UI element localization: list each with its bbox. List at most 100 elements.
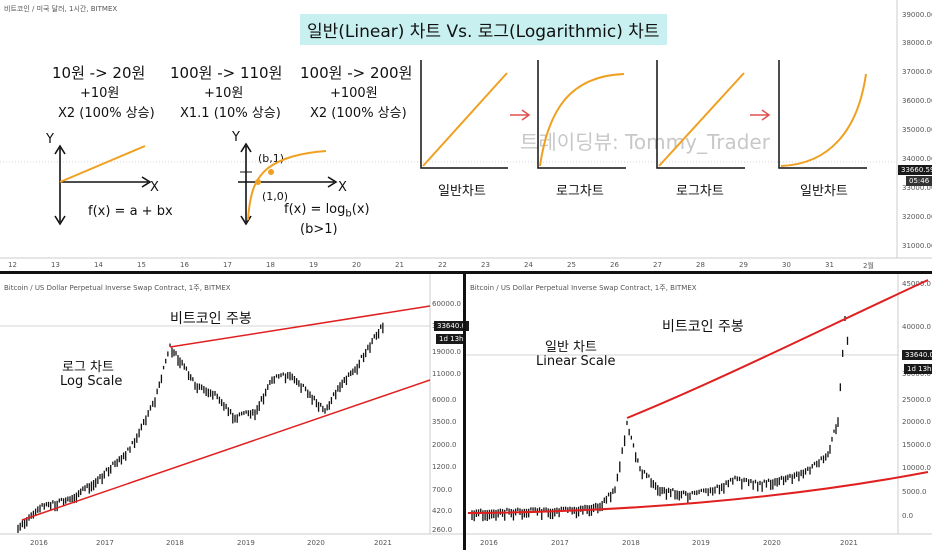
right-axis-tick-3: 30000.0 — [902, 370, 931, 378]
left-x-tick-1: 2017 — [96, 539, 114, 547]
top-x-tick-19: 31 — [825, 261, 834, 269]
left-price-tag: 33640.0 — [434, 321, 469, 331]
top-time-tag: 05:46 — [906, 176, 932, 186]
top-x-tick-7: 19 — [309, 261, 318, 269]
graph2 — [238, 142, 338, 226]
right-axis-tick-7: 10000.0 — [902, 464, 931, 472]
graph2-condition: (b>1) — [300, 222, 338, 237]
top-x-tick-3: 15 — [137, 261, 146, 269]
left-x-tick-5: 2021 — [374, 539, 392, 547]
top-x-tick-0: 12 — [8, 261, 17, 269]
left-axis-tick-5: 3500.0 — [432, 418, 457, 426]
example-1-line1: 10원 -> 20원 — [52, 64, 146, 82]
left-chart-title: 비트코인 주봉 — [170, 311, 252, 327]
top-x-tick-12: 24 — [524, 261, 533, 269]
top-axis-35000: 35000.00 — [902, 126, 932, 134]
left-x-tick-4: 2020 — [307, 539, 325, 547]
top-axis-32000: 32000.00 — [902, 213, 932, 221]
left-axis-tick-2: 19000.0 — [432, 348, 461, 356]
graph2-y-label: Y — [232, 130, 240, 145]
top-x-tick-4: 16 — [180, 261, 189, 269]
mini-chart-1 — [420, 60, 508, 169]
right-x-tick-2: 2018 — [622, 539, 640, 547]
mini-chart-1-line — [422, 72, 508, 167]
left-upper-trendline — [169, 305, 431, 348]
right-lower-trendcurve — [467, 471, 929, 514]
top-axis-36000: 36000.00 — [902, 97, 932, 105]
left-x-tick-0: 2016 — [30, 539, 48, 547]
right-axis-tick-6: 15000.0 — [902, 441, 931, 449]
watermark: 트레이딩뷰: Tommy_Trader — [520, 130, 770, 154]
right-chart-header: Bitcoin / US Dollar Perpetual Inverse Sw… — [470, 284, 697, 292]
right-price-tag: 33640.0 — [902, 350, 932, 360]
top-axis-34000: 34000.00 — [902, 155, 932, 163]
top-axis-31000: 31000.00 — [902, 242, 932, 250]
mini-label-3: 로그차트 — [676, 184, 724, 199]
left-axis-tick-9: 420.0 — [432, 507, 453, 515]
graph2-point-a — [255, 179, 261, 185]
mini-chart-3 — [656, 60, 745, 169]
top-x-tick-14: 26 — [610, 261, 619, 269]
left-axis-tick-0: 60000.0 — [432, 300, 461, 308]
mini-chart-2-curve — [539, 73, 625, 167]
top-x-tick-20: 2월 — [863, 262, 874, 270]
top-axis-38000: 38000.00 — [902, 39, 932, 47]
mini-chart-2 — [537, 60, 626, 169]
right-upper-trendcurve — [626, 279, 929, 419]
graph2-log-curve — [247, 150, 327, 221]
page-title: 일반(Linear) 차트 Vs. 로그(Logarithmic) 차트 — [300, 14, 667, 45]
left-axis-tick-4: 6000.0 — [432, 396, 457, 404]
top-x-tick-13: 25 — [567, 261, 576, 269]
right-axis-tick-0: 45000.0 — [902, 280, 931, 288]
right-time-tag: 1d 13h — [904, 364, 932, 374]
example-2-line2: +10원 — [204, 86, 244, 101]
right-label-korean: 일반 차트 — [545, 340, 597, 355]
example-2-line1: 100원 -> 110원 — [170, 64, 283, 82]
right-axis-tick-9: 0.0 — [902, 512, 914, 520]
right-axis-tick-1: 40000.0 — [902, 323, 931, 331]
graph1-formula: f(x) = a + bx — [88, 204, 173, 219]
example-1-line3: X2 (100% 상승) — [58, 106, 155, 121]
right-x-tick-1: 2017 — [551, 539, 569, 547]
example-3-line2: +100원 — [330, 86, 378, 101]
left-axis-tick-6: 2000.0 — [432, 441, 457, 449]
mini-label-4: 일반차트 — [800, 184, 848, 199]
mini-label-2: 로그차트 — [556, 184, 604, 199]
left-candles — [17, 322, 384, 533]
left-axis-tick-10: 260.0 — [432, 526, 453, 534]
top-x-tick-17: 29 — [739, 261, 748, 269]
mini-chart-4 — [778, 60, 867, 169]
mini-label-1: 일반차트 — [438, 184, 486, 199]
left-time-tag: 1d 13h — [436, 334, 467, 344]
top-x-tick-16: 28 — [696, 261, 705, 269]
top-x-tick-5: 17 — [223, 261, 232, 269]
right-x-tick-3: 2019 — [692, 539, 710, 547]
left-x-tick-3: 2019 — [237, 539, 255, 547]
graph2-x-label: X — [338, 180, 347, 195]
graph1-y-label: Y — [46, 132, 54, 147]
mini-chart-3-line — [658, 72, 745, 167]
right-x-tick-4: 2020 — [763, 539, 781, 547]
top-axis-39000: 39000.00 — [902, 11, 932, 19]
top-x-tick-11: 23 — [481, 261, 490, 269]
graph1 — [54, 144, 152, 226]
top-x-tick-1: 13 — [51, 261, 60, 269]
vertical-divider — [463, 271, 466, 550]
left-axis-tick-8: 700.0 — [432, 486, 453, 494]
right-chart-title: 비트코인 주봉 — [662, 319, 744, 335]
left-label-english: Log Scale — [60, 374, 123, 389]
graph1-x-label: X — [150, 180, 159, 195]
arrow-2 — [750, 109, 771, 121]
top-axis-37000: 37000.00 — [902, 68, 932, 76]
top-axis-33000: 33000.00 — [902, 184, 932, 192]
graph1-linear-line — [59, 145, 146, 183]
graph2-formula: f(x) = logb(x) — [284, 202, 370, 220]
top-price-tag: 33660.59 — [898, 165, 932, 175]
right-x-tick-5: 2021 — [840, 539, 858, 547]
left-axis-tick-7: 1200.0 — [432, 463, 457, 471]
top-chart-header: 비트코인 / 미국 달러, 1시간, BITMEX — [4, 5, 118, 13]
graph2-point-b — [268, 169, 274, 175]
arrow-1 — [510, 109, 531, 121]
top-x-tick-10: 22 — [438, 261, 447, 269]
